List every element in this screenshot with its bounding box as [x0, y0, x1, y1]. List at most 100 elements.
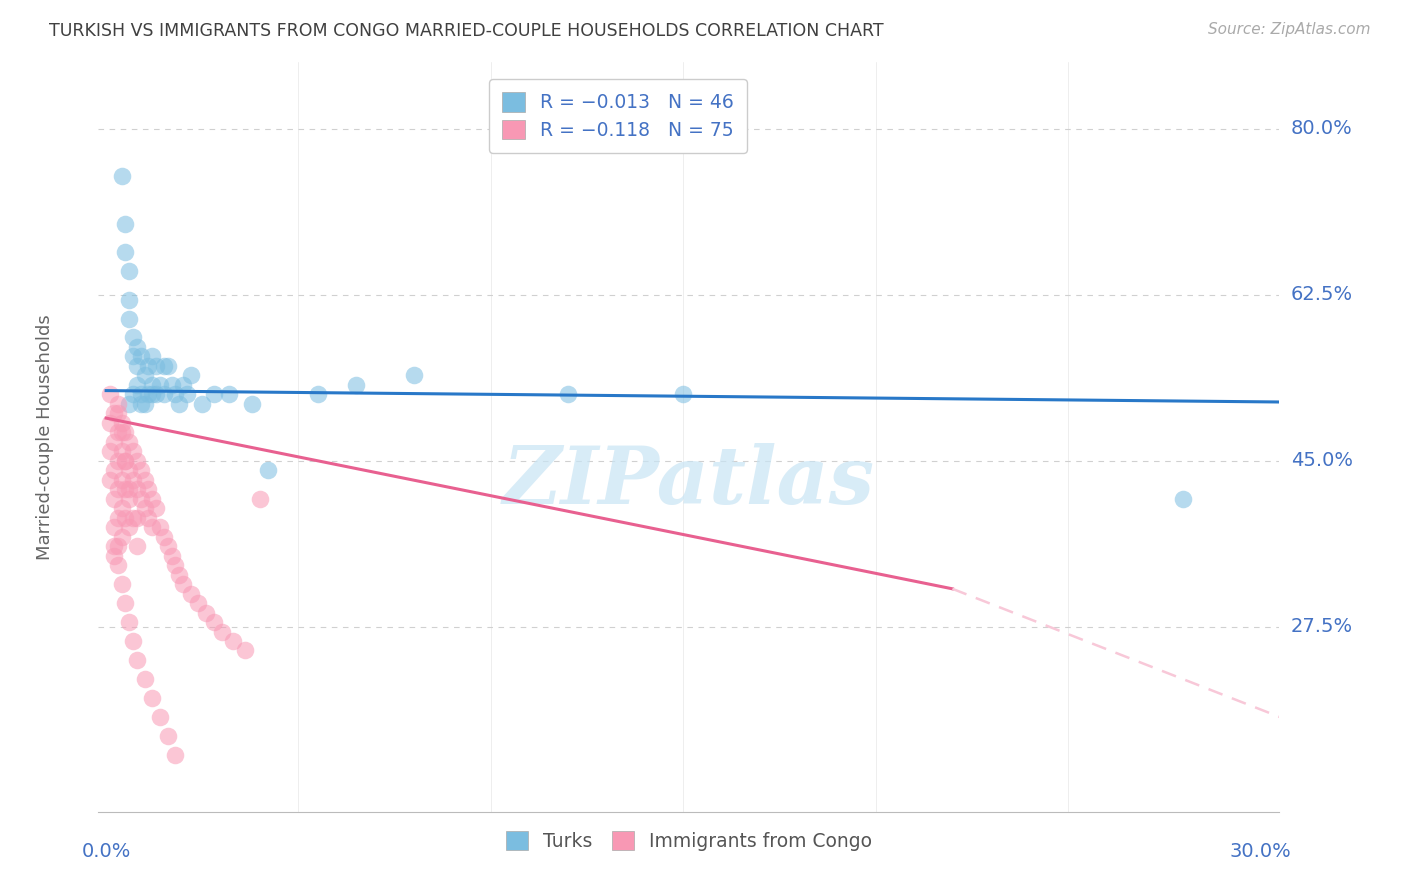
Point [122, 634, 145, 648]
Point [110, 416, 132, 430]
Point [134, 473, 156, 487]
Point [165, 558, 187, 573]
Point [114, 425, 136, 440]
Point [122, 350, 145, 364]
Point [129, 463, 152, 477]
Point [149, 378, 172, 392]
Point [176, 387, 198, 401]
Point [557, 387, 579, 401]
Point [114, 510, 136, 524]
Point [114, 454, 136, 468]
Point [153, 530, 176, 544]
Point [118, 311, 141, 326]
Point [118, 264, 141, 278]
Point [165, 747, 187, 762]
Point [107, 558, 129, 573]
Point [125, 482, 148, 496]
Legend: Turks, Immigrants from Congo: Turks, Immigrants from Congo [498, 823, 880, 858]
Point [160, 549, 183, 563]
Point [125, 340, 148, 354]
Point [110, 530, 132, 544]
Point [122, 510, 145, 524]
Point [110, 444, 132, 458]
Point [107, 425, 129, 440]
Point [110, 501, 132, 516]
Point [114, 596, 136, 610]
Point [125, 378, 148, 392]
Point [141, 350, 163, 364]
Point [191, 397, 214, 411]
Point [98, 387, 121, 401]
Point [114, 217, 136, 231]
Point [103, 491, 125, 506]
Point [180, 368, 202, 383]
Point [1173, 491, 1195, 506]
Text: 0.0%: 0.0% [82, 842, 131, 862]
Point [344, 378, 367, 392]
Point [103, 434, 125, 449]
Point [107, 510, 129, 524]
Point [125, 539, 148, 553]
Point [134, 501, 156, 516]
Point [134, 397, 156, 411]
Point [211, 624, 233, 639]
Point [134, 368, 156, 383]
Point [202, 387, 225, 401]
Point [114, 482, 136, 496]
Point [249, 491, 271, 506]
Point [233, 643, 256, 657]
Point [202, 615, 225, 629]
Point [107, 482, 129, 496]
Point [122, 387, 145, 401]
Point [103, 520, 125, 534]
Text: 30.0%: 30.0% [1229, 842, 1291, 862]
Point [165, 387, 187, 401]
Point [149, 710, 172, 724]
Point [672, 387, 695, 401]
Point [118, 520, 141, 534]
Point [114, 245, 136, 260]
Point [118, 293, 141, 307]
Point [141, 378, 163, 392]
Point [145, 387, 167, 401]
Point [110, 473, 132, 487]
Point [103, 463, 125, 477]
Point [118, 491, 141, 506]
Text: ZIPatlas: ZIPatlas [503, 443, 875, 521]
Point [129, 397, 152, 411]
Point [98, 444, 121, 458]
Point [307, 387, 329, 401]
Point [107, 454, 129, 468]
Point [98, 416, 121, 430]
Point [138, 359, 160, 373]
Point [141, 690, 163, 705]
Point [129, 350, 152, 364]
Point [141, 520, 163, 534]
Point [153, 359, 176, 373]
Point [110, 425, 132, 440]
Text: TURKISH VS IMMIGRANTS FROM CONGO MARRIED-COUPLE HOUSEHOLDS CORRELATION CHART: TURKISH VS IMMIGRANTS FROM CONGO MARRIED… [49, 22, 884, 40]
Point [172, 378, 194, 392]
Text: Source: ZipAtlas.com: Source: ZipAtlas.com [1208, 22, 1371, 37]
Point [149, 520, 172, 534]
Text: 62.5%: 62.5% [1291, 285, 1353, 304]
Point [118, 615, 141, 629]
Point [153, 387, 176, 401]
Point [402, 368, 425, 383]
Point [118, 463, 141, 477]
Text: 80.0%: 80.0% [1291, 120, 1353, 138]
Text: Married-couple Households: Married-couple Households [37, 314, 55, 560]
Point [156, 539, 179, 553]
Point [107, 539, 129, 553]
Point [138, 510, 160, 524]
Point [118, 397, 141, 411]
Point [110, 577, 132, 591]
Point [118, 482, 141, 496]
Point [222, 634, 245, 648]
Point [134, 672, 156, 686]
Point [138, 387, 160, 401]
Point [156, 359, 179, 373]
Point [125, 653, 148, 667]
Point [156, 729, 179, 743]
Text: 27.5%: 27.5% [1291, 617, 1353, 636]
